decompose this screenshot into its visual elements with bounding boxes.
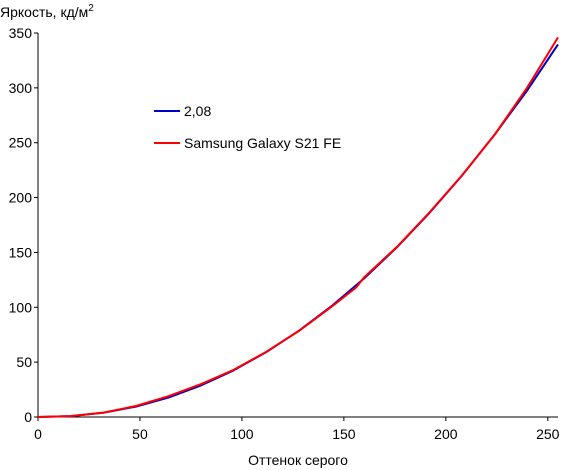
x-tick-label: 200: [434, 426, 458, 442]
y-axis-title-superscript: 2: [88, 3, 94, 14]
y-tick-label: 100: [9, 299, 33, 315]
y-tick-label: 50: [16, 354, 32, 370]
plot-area: [37, 33, 558, 418]
legend-label-2: Samsung Galaxy S21 FE: [184, 135, 341, 151]
y-tick-label: 300: [9, 80, 33, 96]
x-tick-label: 150: [332, 426, 356, 442]
y-tick-label: 350: [9, 25, 33, 41]
y-axis-title: Яркость, кд/м2: [0, 3, 94, 20]
series-lines: [37, 36, 559, 418]
x-axis-title: Оттенок серого: [248, 452, 348, 468]
x-tick-label: 100: [230, 426, 254, 442]
series-line-1: [37, 43, 559, 418]
x-tick-label: 50: [132, 426, 148, 442]
y-tick-label: 200: [9, 190, 33, 206]
y-tick-label: 150: [9, 244, 33, 260]
y-axis: 0 50 100 150 200 250 300 350: [9, 25, 38, 425]
x-tick-label: 0: [34, 426, 42, 442]
legend: 2,08 Samsung Galaxy S21 FE: [154, 103, 341, 151]
series-line-2: [37, 36, 559, 418]
x-axis: 0 50 100 150 200 250: [34, 417, 560, 442]
y-tick-label: 250: [9, 135, 33, 151]
y-tick-label: 0: [24, 409, 32, 425]
x-tick-label: 250: [536, 426, 560, 442]
legend-label-1: 2,08: [184, 103, 211, 119]
